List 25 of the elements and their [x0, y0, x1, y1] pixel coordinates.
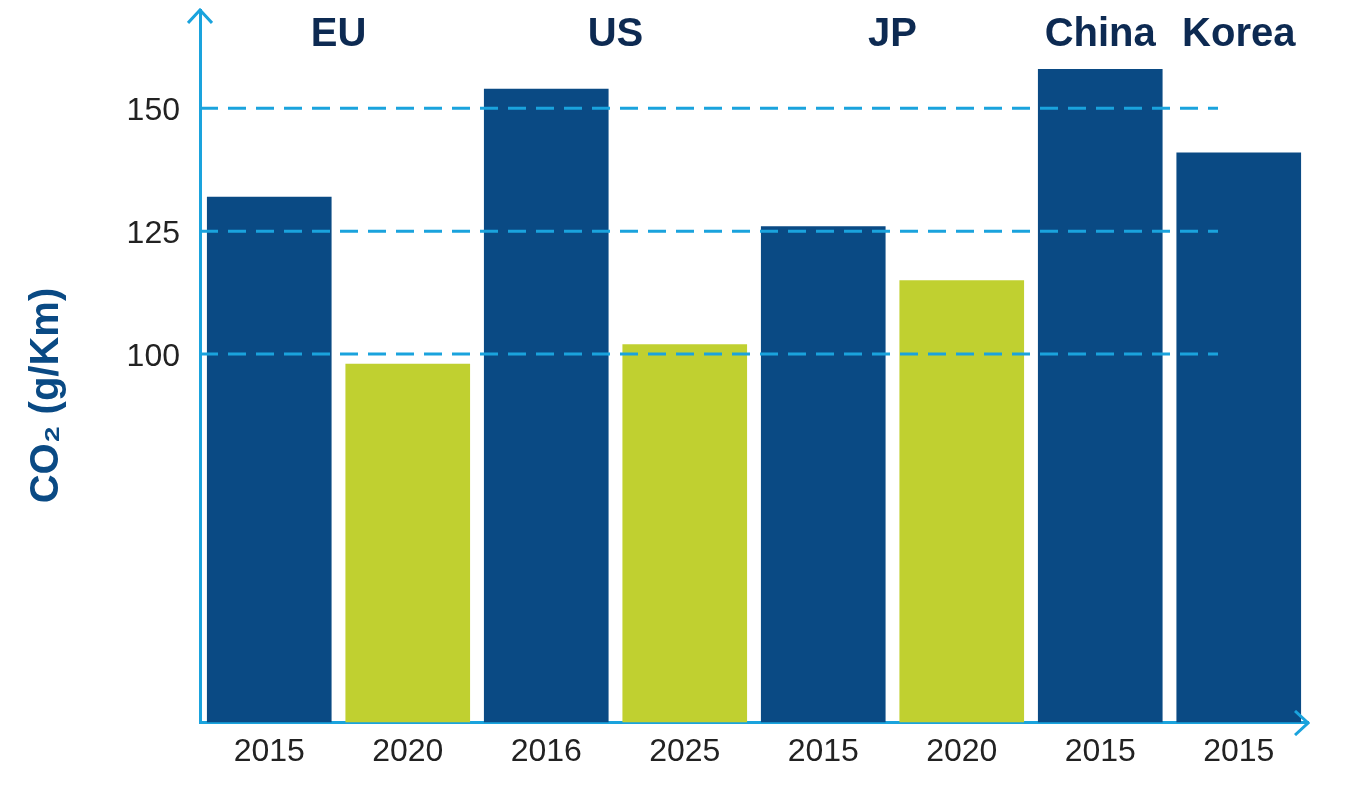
annotation: JP — [868, 10, 917, 55]
bar — [899, 280, 1025, 723]
x-tick-label: 2015 — [787, 731, 859, 768]
annotation: EU — [310, 10, 367, 55]
bar — [760, 226, 886, 723]
x-tick-label: 2015 — [1203, 731, 1275, 768]
bar — [622, 344, 748, 723]
x-tick-label: 2015 — [233, 731, 305, 768]
x-tick-label: 2025 — [649, 731, 721, 768]
bar — [206, 196, 332, 723]
annotation: US — [587, 10, 644, 55]
y-tick-label: 125 — [126, 213, 180, 250]
bar — [1037, 68, 1163, 723]
bar — [345, 363, 471, 723]
y-axis-title: CO₂ (g/Km) — [22, 287, 68, 504]
x-tick-label: 2020 — [926, 731, 998, 768]
x-tick-label: 2015 — [1064, 731, 1136, 768]
y-tick-label: 150 — [126, 90, 180, 127]
x-tick-label: 2016 — [510, 731, 582, 768]
bar — [1176, 152, 1302, 723]
annotation: Korea — [1182, 10, 1297, 55]
y-tick-label: 100 — [126, 336, 180, 373]
x-tick-label: 2020 — [372, 731, 444, 768]
annotation: China — [1044, 10, 1157, 55]
bar — [483, 88, 609, 723]
